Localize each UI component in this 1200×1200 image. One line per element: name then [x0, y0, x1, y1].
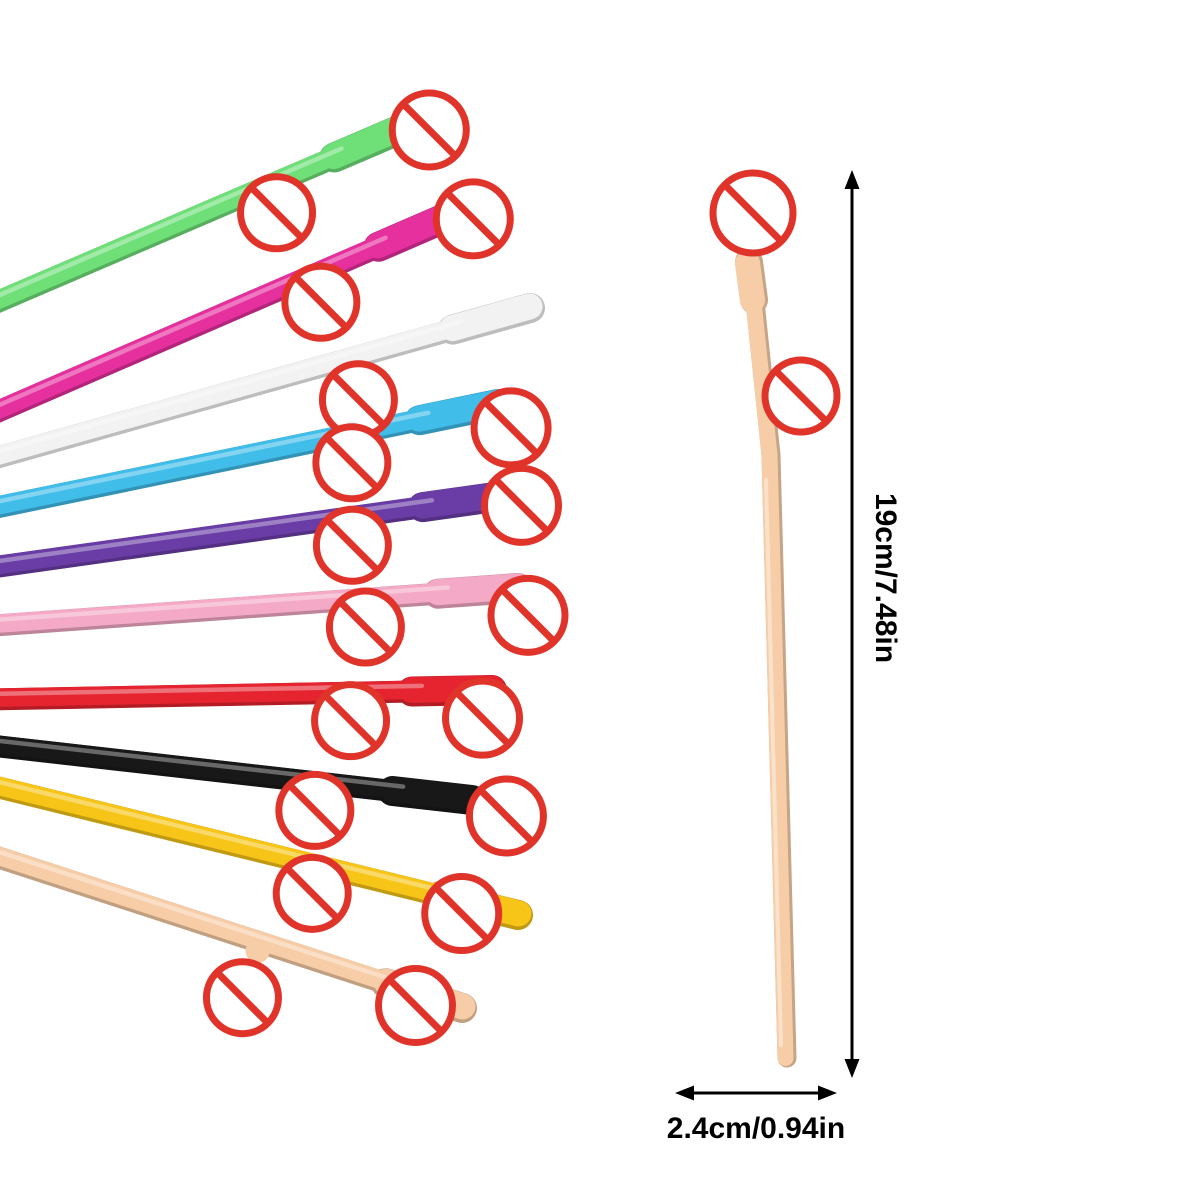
no-symbol-icon — [421, 873, 503, 955]
no-symbol-icon — [761, 356, 841, 436]
straw-white — [0, 293, 545, 469]
straw-tip — [379, 776, 486, 812]
straw-bump — [245, 939, 270, 964]
straw-shaft — [0, 776, 528, 923]
no-symbol-icon — [470, 387, 552, 469]
prohibition-symbols-layer — [202, 89, 841, 1047]
no-symbol-slash — [433, 885, 490, 942]
height-dimension-arrow — [844, 170, 860, 1078]
no-symbol-icon — [465, 775, 547, 857]
no-symbol-icon — [275, 770, 355, 850]
no-symbol-slash — [773, 368, 829, 424]
straw-pink — [0, 573, 533, 637]
no-symbol-slash — [445, 190, 502, 248]
height-dimension-label: 19cm/7.48in — [869, 493, 902, 663]
straw-tip — [439, 293, 543, 342]
straw-shaft — [0, 577, 528, 633]
arrow-head-left-icon — [675, 1085, 694, 1101]
dimension-annotations: 19cm/7.48in 2.4cm/0.94in — [667, 170, 902, 1145]
no-symbol-slash — [337, 599, 393, 655]
no-symbol-slash — [284, 865, 340, 921]
no-symbol-slash — [293, 274, 349, 330]
no-symbol-slash — [478, 787, 535, 845]
width-dimension-label: 2.4cm/0.94in — [667, 1112, 845, 1145]
no-symbol-icon — [312, 423, 392, 503]
no-symbol-slash — [324, 517, 380, 573]
no-symbol-slash — [214, 970, 270, 1026]
straw-shaft — [744, 284, 794, 1066]
no-symbol-icon — [374, 965, 456, 1047]
no-symbol-slash — [324, 435, 380, 491]
arrow-head-up-icon — [844, 170, 860, 189]
straw-highlight — [0, 849, 400, 984]
straw-shaft — [0, 297, 539, 465]
no-symbol-icon — [281, 262, 361, 342]
straw-highlight — [764, 478, 783, 1047]
no-symbol-slash — [499, 587, 557, 644]
straw-highlight — [0, 779, 454, 896]
no-symbol-icon — [388, 89, 470, 171]
no-symbol-slash — [323, 693, 379, 749]
no-symbol-icon — [709, 169, 797, 257]
no-symbol-icon — [237, 173, 317, 253]
straw-fan — [0, 111, 545, 1023]
no-symbol-icon — [480, 464, 562, 546]
straw-black — [0, 735, 487, 815]
no-symbol-slash — [482, 399, 540, 457]
arrow-head-right-icon — [818, 1085, 837, 1101]
straw-red — [0, 675, 507, 714]
no-symbol-icon — [325, 587, 405, 667]
no-symbol-icon — [312, 505, 392, 585]
no-symbol-icon — [487, 574, 569, 656]
no-symbol-slash — [330, 372, 386, 428]
no-symbol-slash — [493, 477, 550, 534]
no-symbol-slash — [387, 977, 444, 1034]
no-symbol-icon — [272, 853, 352, 933]
no-symbol-icon — [442, 677, 524, 759]
no-symbol-icon — [311, 681, 391, 761]
no-symbol-slash — [401, 101, 458, 159]
no-symbol-icon — [202, 958, 282, 1038]
straw-tip — [735, 250, 765, 313]
no-symbol-slash — [722, 182, 784, 244]
straw-highlight — [0, 319, 464, 454]
no-symbol-slash — [249, 185, 305, 241]
reference-straw-group — [735, 248, 804, 1068]
arrow-head-down-icon — [844, 1059, 860, 1078]
no-symbol-slash — [454, 689, 511, 747]
no-symbol-icon — [432, 178, 514, 260]
width-dimension-arrow — [675, 1085, 837, 1101]
straw-nude-reference — [735, 248, 804, 1068]
straw-purple — [0, 481, 517, 578]
no-symbol-slash — [287, 782, 343, 838]
